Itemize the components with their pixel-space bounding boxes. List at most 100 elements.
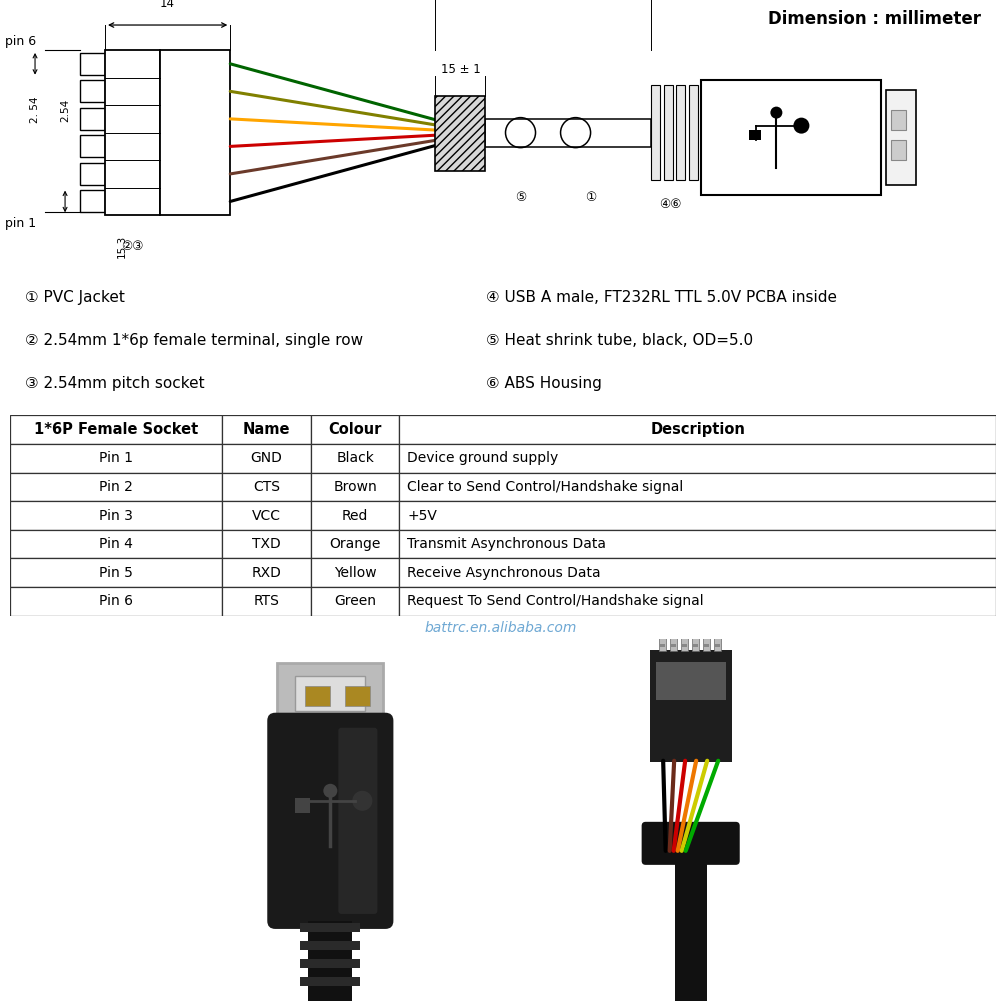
Bar bbox=[715, 644, 720, 647]
Bar bbox=[701, 80, 881, 195]
Bar bbox=[399, 472, 996, 502]
Text: Receive Asynchronous Data: Receive Asynchronous Data bbox=[407, 566, 601, 580]
Bar bbox=[80, 80, 105, 102]
Text: ①: ① bbox=[585, 190, 597, 203]
Bar bbox=[300, 923, 360, 932]
Text: Clear to Send Control/Handshake signal: Clear to Send Control/Handshake signal bbox=[407, 479, 684, 493]
Text: Description: Description bbox=[651, 422, 745, 437]
Text: Brown: Brown bbox=[333, 479, 377, 493]
Bar bbox=[10, 415, 222, 444]
Circle shape bbox=[352, 791, 372, 811]
Circle shape bbox=[771, 106, 783, 119]
Bar bbox=[10, 587, 222, 616]
Bar bbox=[222, 530, 310, 559]
Circle shape bbox=[323, 784, 337, 798]
Text: ④ USB A male, FT232RL TTL 5.0V PCBA inside: ④ USB A male, FT232RL TTL 5.0V PCBA insi… bbox=[485, 290, 837, 305]
Bar bbox=[310, 530, 399, 559]
Text: Transmit Asynchronous Data: Transmit Asynchronous Data bbox=[407, 538, 607, 552]
Bar bbox=[10, 559, 222, 587]
Circle shape bbox=[794, 118, 810, 134]
Bar bbox=[310, 415, 399, 444]
Bar bbox=[310, 502, 399, 530]
Text: Colour: Colour bbox=[328, 422, 381, 437]
Bar bbox=[690, 85, 699, 180]
Bar bbox=[682, 644, 687, 647]
Text: pin 6: pin 6 bbox=[5, 35, 36, 48]
Text: Yellow: Yellow bbox=[333, 566, 376, 580]
Text: ② 2.54mm 1*6p female terminal, single row: ② 2.54mm 1*6p female terminal, single ro… bbox=[25, 333, 363, 348]
Bar bbox=[222, 559, 310, 587]
Bar bbox=[435, 96, 485, 171]
Text: GND: GND bbox=[250, 451, 282, 465]
Bar bbox=[160, 50, 230, 215]
Bar bbox=[399, 530, 996, 559]
Bar bbox=[10, 530, 222, 559]
Text: RXD: RXD bbox=[251, 566, 281, 580]
Text: ②③: ②③ bbox=[121, 240, 144, 253]
Text: 1*6P Female Socket: 1*6P Female Socket bbox=[34, 422, 198, 437]
Bar bbox=[80, 135, 105, 157]
Text: ① PVC Jacket: ① PVC Jacket bbox=[25, 290, 125, 305]
Text: ③ 2.54mm pitch socket: ③ 2.54mm pitch socket bbox=[25, 376, 204, 391]
Text: pin 1: pin 1 bbox=[5, 217, 36, 230]
Bar bbox=[10, 444, 222, 472]
FancyBboxPatch shape bbox=[267, 713, 393, 929]
FancyBboxPatch shape bbox=[338, 728, 377, 914]
Text: 2. 54: 2. 54 bbox=[30, 97, 40, 123]
Text: ⑤: ⑤ bbox=[515, 190, 527, 203]
Bar bbox=[399, 587, 996, 616]
Bar bbox=[308, 921, 352, 1001]
Bar bbox=[664, 85, 673, 180]
Text: 14: 14 bbox=[160, 0, 175, 10]
Text: TXD: TXD bbox=[252, 538, 280, 552]
Bar bbox=[485, 119, 651, 147]
Bar bbox=[310, 472, 399, 502]
Text: Pin 3: Pin 3 bbox=[99, 509, 133, 523]
Bar bbox=[10, 502, 222, 530]
Bar bbox=[677, 85, 686, 180]
Bar bbox=[222, 472, 310, 502]
Text: 2.54: 2.54 bbox=[60, 98, 70, 122]
Bar bbox=[651, 85, 660, 180]
Bar bbox=[704, 644, 709, 647]
Bar bbox=[105, 50, 160, 215]
Bar bbox=[659, 629, 666, 651]
Text: Device ground supply: Device ground supply bbox=[407, 451, 559, 465]
Bar bbox=[692, 629, 699, 651]
Text: Pin 1: Pin 1 bbox=[99, 451, 133, 465]
Bar bbox=[80, 190, 105, 212]
Bar bbox=[80, 52, 105, 75]
Bar bbox=[399, 415, 996, 444]
Text: Name: Name bbox=[242, 422, 290, 437]
Bar bbox=[714, 629, 721, 651]
Text: RTS: RTS bbox=[253, 595, 279, 609]
Text: Green: Green bbox=[334, 595, 376, 609]
Text: +5V: +5V bbox=[407, 509, 437, 523]
Text: Black: Black bbox=[336, 451, 374, 465]
Text: Pin 2: Pin 2 bbox=[99, 479, 133, 493]
Bar bbox=[675, 861, 707, 1001]
FancyBboxPatch shape bbox=[277, 663, 383, 724]
Bar bbox=[891, 110, 906, 130]
Text: CTS: CTS bbox=[253, 479, 280, 493]
FancyBboxPatch shape bbox=[650, 650, 732, 762]
Bar bbox=[295, 676, 365, 711]
Bar bbox=[10, 472, 222, 502]
Bar bbox=[671, 644, 676, 647]
Text: Dimension : millimeter: Dimension : millimeter bbox=[768, 10, 981, 28]
Bar bbox=[305, 686, 330, 706]
Bar bbox=[222, 587, 310, 616]
Text: battrc.en.alibaba.com: battrc.en.alibaba.com bbox=[424, 622, 577, 635]
Bar bbox=[703, 629, 710, 651]
Text: Pin 4: Pin 4 bbox=[99, 538, 133, 552]
Bar bbox=[670, 629, 677, 651]
Bar bbox=[886, 90, 916, 185]
Bar bbox=[80, 107, 105, 130]
Text: Pin 5: Pin 5 bbox=[99, 566, 133, 580]
Bar bbox=[399, 502, 996, 530]
Bar bbox=[399, 444, 996, 472]
Text: ⑥ ABS Housing: ⑥ ABS Housing bbox=[485, 376, 602, 391]
Bar bbox=[222, 502, 310, 530]
Bar bbox=[295, 798, 310, 813]
Text: VCC: VCC bbox=[252, 509, 281, 523]
